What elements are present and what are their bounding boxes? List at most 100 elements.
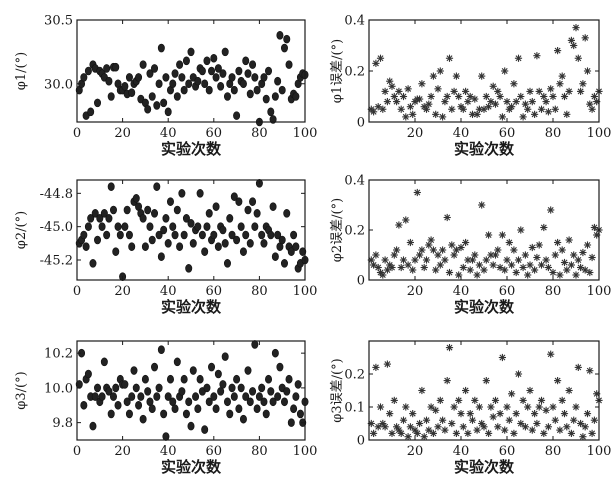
- data-point: [201, 425, 209, 434]
- data-point: [103, 64, 111, 73]
- data-point: [441, 426, 449, 434]
- data-point: [579, 248, 587, 257]
- data-point: [496, 92, 504, 101]
- x-tick-label: 20: [407, 284, 424, 299]
- data-point: [551, 251, 559, 259]
- data-point: [443, 377, 451, 385]
- data-point: [125, 230, 133, 240]
- data-point: [194, 404, 202, 414]
- data-point: [496, 263, 504, 272]
- data-point: [418, 386, 426, 395]
- data-point: [370, 429, 378, 437]
- data-point: [512, 410, 520, 418]
- data-point: [418, 246, 426, 254]
- data-point: [246, 89, 254, 99]
- data-point: [586, 100, 594, 108]
- data-point: [290, 230, 298, 240]
- data-point: [178, 189, 186, 198]
- data-point: [201, 79, 209, 89]
- data-point: [166, 374, 174, 384]
- data-point: [537, 261, 546, 269]
- data-point: [230, 192, 238, 201]
- data-point: [164, 239, 172, 248]
- data-point: [287, 247, 295, 256]
- x-tick-label: 40: [160, 444, 177, 459]
- data-point: [459, 105, 467, 113]
- y-axis-title: φ2误差/(°): [330, 198, 345, 262]
- data-point: [214, 369, 222, 379]
- data-point: [565, 386, 573, 395]
- data-point: [464, 429, 472, 437]
- data-point: [459, 423, 467, 431]
- data-point: [182, 214, 190, 223]
- data-point: [503, 98, 511, 106]
- data-point: [570, 41, 578, 50]
- data-point: [482, 377, 490, 385]
- data-point: [381, 256, 389, 264]
- data-point: [276, 362, 284, 372]
- data-point: [501, 266, 509, 274]
- data-point: [388, 263, 396, 272]
- data-point: [176, 60, 184, 69]
- data-point: [471, 396, 479, 404]
- data-point: [84, 66, 92, 76]
- data-point: [249, 197, 257, 206]
- data-point: [269, 397, 277, 407]
- data-point: [91, 209, 99, 218]
- data-point: [583, 410, 592, 418]
- data-point: [192, 392, 200, 401]
- data-point: [397, 105, 405, 113]
- data-point: [526, 386, 534, 395]
- data-point: [466, 410, 474, 418]
- data-point: [374, 423, 382, 431]
- data-point: [280, 397, 288, 407]
- x-tick-label: 20: [114, 284, 131, 299]
- data-point: [517, 419, 525, 428]
- axes-frame: [76, 340, 306, 441]
- data-point: [135, 73, 143, 82]
- y-axis-title: φ3误差/(°): [330, 358, 345, 422]
- data-point: [169, 79, 177, 89]
- data-point: [542, 406, 550, 414]
- data-point: [409, 266, 417, 274]
- data-point: [144, 205, 152, 215]
- data-point: [128, 242, 136, 251]
- data-point: [462, 238, 470, 247]
- data-point: [258, 230, 266, 240]
- data-point: [180, 230, 188, 240]
- x-tick-label: 80: [251, 126, 268, 141]
- data-point: [217, 82, 225, 91]
- data-point: [84, 222, 92, 231]
- data-point: [544, 108, 552, 116]
- data-point: [198, 66, 206, 76]
- data-point: [235, 66, 243, 76]
- data-point: [494, 87, 502, 95]
- data-point: [485, 231, 493, 239]
- data-point: [533, 253, 541, 262]
- data-point: [577, 87, 585, 95]
- data-point: [171, 230, 179, 240]
- data-point: [524, 271, 532, 279]
- data-point: [283, 209, 291, 218]
- data-point: [549, 268, 557, 277]
- data-point: [510, 429, 518, 437]
- data-point: [390, 251, 398, 259]
- data-point: [436, 396, 444, 404]
- data-point: [471, 251, 479, 259]
- x-tick-label: 100: [587, 126, 611, 141]
- data-point: [581, 423, 589, 431]
- data-point: [452, 429, 460, 437]
- data-point: [162, 214, 170, 223]
- data-point: [409, 110, 417, 118]
- data-point: [413, 429, 421, 437]
- data-point: [239, 247, 247, 256]
- x-axis-title: 实验次数: [454, 140, 515, 158]
- data-point: [246, 239, 254, 248]
- data-point: [139, 414, 147, 424]
- y-axis-title: φ1误差/(°): [330, 39, 345, 103]
- data-point: [445, 344, 454, 352]
- data-point: [151, 362, 159, 372]
- data-point: [372, 363, 380, 371]
- data-point: [98, 392, 106, 401]
